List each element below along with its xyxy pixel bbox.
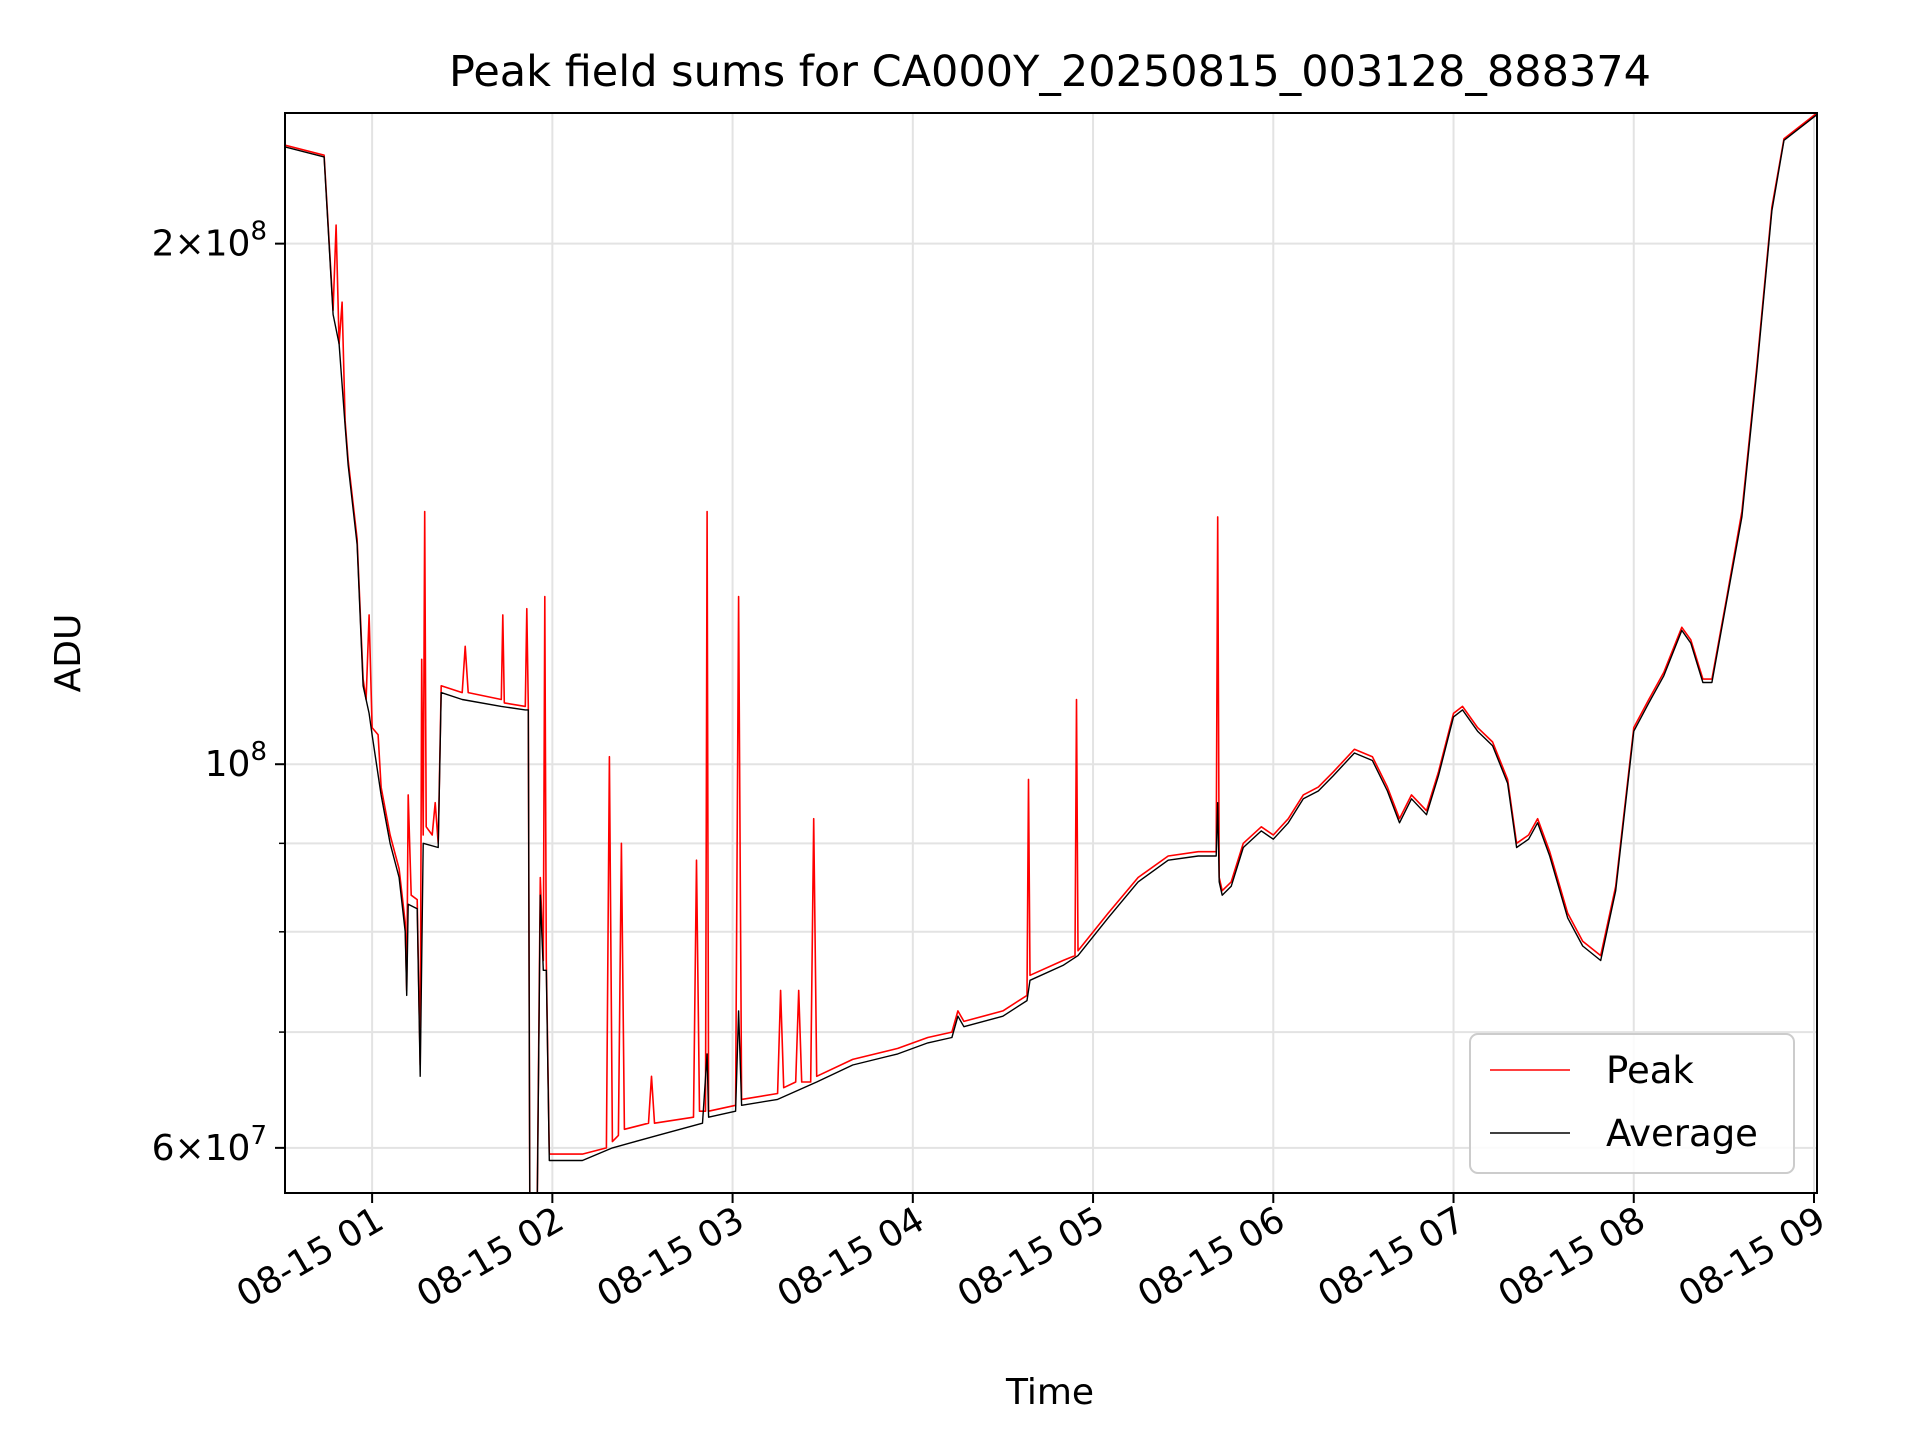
y-tick-label-base: 10	[205, 744, 251, 785]
legend-label-average: Average	[1606, 1112, 1758, 1155]
plot-frame	[284, 112, 1818, 1194]
series-line-peak	[285, 113, 1817, 1193]
legend: Peak Average	[1469, 1033, 1795, 1174]
y-axis-label: ADU	[48, 614, 89, 693]
legend-label-peak: Peak	[1606, 1049, 1694, 1092]
plot-area-background	[285, 113, 1817, 1193]
legend-box	[1469, 1033, 1795, 1174]
y-tick-label-base: 2×10	[152, 224, 251, 265]
series-line-average	[285, 114, 1817, 1193]
y-tick-label: 108	[205, 737, 267, 785]
y-tick-label-exponent: 8	[250, 217, 267, 247]
y-tick-label-exponent: 8	[250, 737, 267, 767]
y-tick-label: 6×107	[152, 1121, 267, 1169]
grid-lines	[285, 113, 1817, 1193]
chart-title: Peak field sums for CA000Y_20250815_0031…	[449, 47, 1651, 97]
y-tick-label: 2×108	[152, 217, 267, 265]
x-axis-label: Time	[1005, 1372, 1094, 1413]
y-tick-label-exponent: 7	[250, 1121, 267, 1151]
series-layer	[285, 113, 1817, 1193]
y-tick-label-base: 6×10	[152, 1128, 251, 1169]
